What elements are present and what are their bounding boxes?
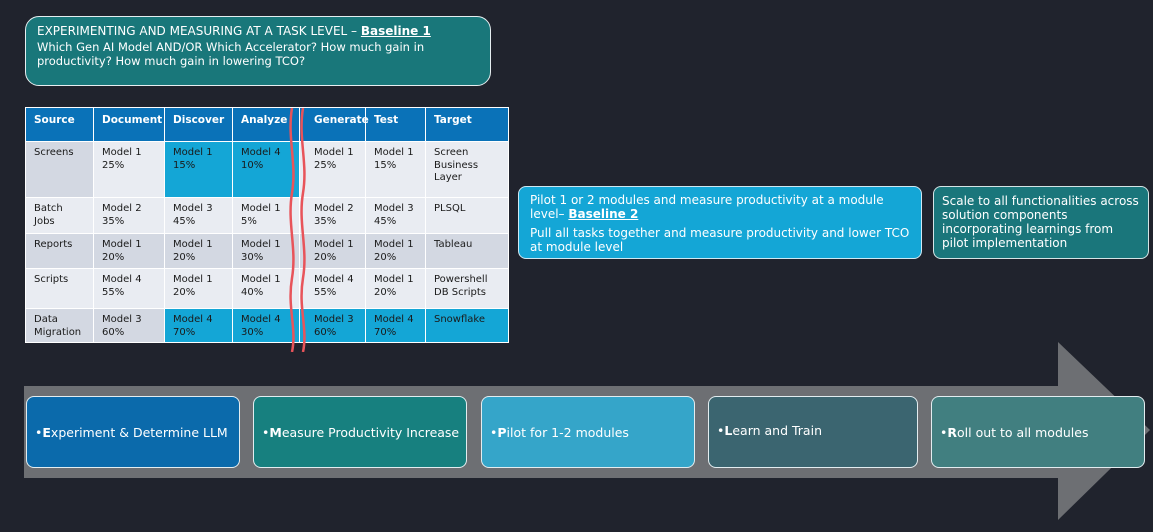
step-label: oll out to all modules	[957, 424, 1089, 440]
table-cell: Model 4 70%	[365, 308, 426, 343]
title-heading: EXPERIMENTING AND MEASURING AT A TASK LE…	[37, 23, 479, 39]
table-cell: Model 1 5%	[232, 197, 300, 234]
col-header-document: Document	[93, 107, 165, 142]
title-subtitle: Which Gen AI Model AND/OR Which Accelera…	[37, 40, 425, 68]
model-table: Source Document Discover Analyze Generate Tes…	[25, 107, 509, 343]
pilot-box: Pilot 1 or 2 modules and measure product…	[518, 186, 922, 259]
col-header-source: Source	[25, 107, 94, 142]
pilot-line-2: Pull all tasks together and measure prod…	[530, 226, 910, 254]
table-cell: Model 4 55%	[299, 268, 366, 309]
step-bullet: •	[490, 424, 498, 440]
step-label: xperiment & Determine LLM	[50, 424, 228, 440]
column-break-squiggle	[289, 108, 306, 352]
table-cell: Model 1 20%	[164, 233, 233, 269]
table-cell: Model 1 15%	[164, 141, 233, 198]
row-source-cell: Screens	[25, 141, 94, 198]
col-header-analyze: Analyze	[232, 107, 300, 142]
table-header-row: Source Document Discover Analyze Generate Tes…	[25, 107, 509, 142]
table-cell: Model 3 60%	[299, 308, 366, 343]
table-cell: Model 3 60%	[93, 308, 165, 343]
table-cell: Model 1 25%	[299, 141, 366, 198]
table-cell: Model 1 25%	[93, 141, 165, 198]
table-cell: Model 4 30%	[232, 308, 300, 343]
row-source-cell: Data Migration	[25, 308, 94, 343]
col-header-generate: Generate	[299, 107, 369, 142]
table-cell: PLSQL	[425, 197, 509, 234]
step-bullet: •	[940, 424, 948, 440]
table-cell: Model 1 20%	[164, 268, 233, 309]
step-bullet: •	[262, 424, 270, 440]
title-box: EXPERIMENTING AND MEASURING AT A TASK LE…	[25, 16, 491, 86]
row-source-cell: Batch Jobs	[25, 197, 94, 234]
step-initial: M	[269, 424, 282, 440]
pilot-line-1: Pilot 1 or 2 modules and measure product…	[530, 193, 884, 221]
table-cell: Model 1 15%	[365, 141, 426, 198]
table-cell: Model 4 70%	[164, 308, 233, 343]
table-cell: Snowflake	[425, 308, 509, 343]
table-cell: Model 1 20%	[365, 268, 426, 309]
step-label: easure Productivity Increase	[281, 424, 460, 440]
step-initial: L	[724, 423, 733, 438]
table-cell: Screen Business Layer	[425, 141, 509, 198]
table-cell: Powershell DB Scripts	[425, 268, 509, 309]
step-bullet: •	[717, 423, 725, 438]
table-row: Batch Jobs Model 2 35% Model 3 45% Model 1 …	[25, 197, 509, 234]
col-header-target: Target	[425, 107, 509, 142]
step-initial: R	[947, 424, 958, 440]
table-cell: Model 1 30%	[232, 233, 300, 269]
table-row: Scripts Model 4 55% Model 1 20% Model 1 40%…	[25, 268, 509, 309]
step-label: ilot for 1-2 modules	[506, 424, 629, 440]
table-cell: Model 1 20%	[93, 233, 165, 269]
col-header-test: Test	[365, 107, 426, 142]
table-cell: Model 1 20%	[299, 233, 366, 269]
table-cell: Model 4 10%	[232, 141, 300, 198]
step-label: earn and Train	[732, 423, 822, 438]
table-cell: Model 3 45%	[365, 197, 426, 234]
step-initial: P	[497, 424, 507, 440]
title-main: EXPERIMENTING AND MEASURING AT A TASK LE…	[37, 24, 358, 38]
table-row: Data Migration Model 3 60% Model 4 70% Mode…	[25, 308, 509, 343]
scale-box: Scale to all functionalities across solu…	[933, 186, 1149, 259]
baseline-1-link[interactable]: Baseline 1	[360, 24, 431, 38]
table-row: Reports Model 1 20% Model 1 20% Model 1 30%…	[25, 233, 509, 269]
row-source-cell: Reports	[25, 233, 94, 269]
table-row: Screens Model 1 25% Model 1 15% Model 4 10%…	[25, 141, 509, 198]
step-bullet: •	[35, 424, 43, 440]
baseline-2-link[interactable]: Baseline 2	[568, 206, 639, 221]
step-initial: E	[42, 424, 51, 440]
table-cell: Model 1 20%	[365, 233, 426, 269]
table-cell: Model 4 55%	[93, 268, 165, 309]
table-cell: Model 1 40%	[232, 268, 300, 309]
col-header-discover: Discover	[164, 107, 233, 142]
table-cell: Model 3 45%	[164, 197, 233, 234]
